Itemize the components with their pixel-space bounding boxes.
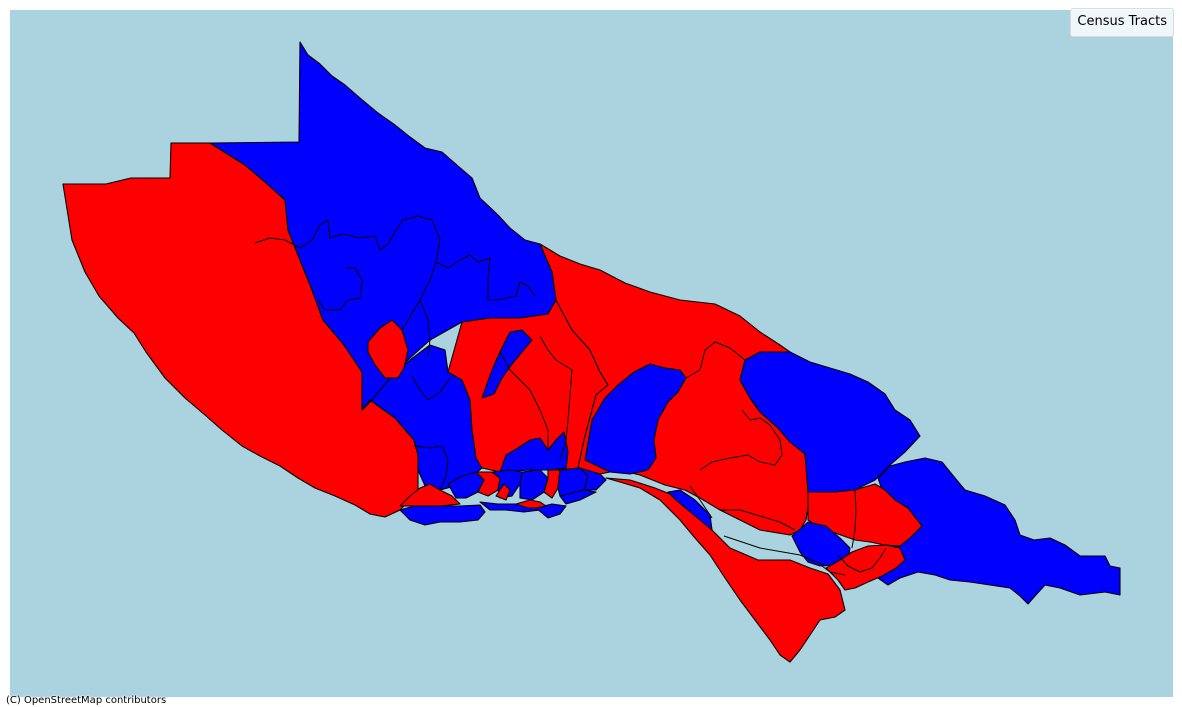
boundary-center-1 — [539, 335, 573, 461]
boundary-west-valley — [411, 375, 451, 401]
map-attribution: (C) OpenStreetMap contributors — [6, 695, 167, 706]
tract-urban-11[interactable] — [515, 499, 547, 509]
tract-urban-4[interactable] — [495, 483, 511, 501]
boundary-east-2 — [699, 409, 783, 471]
boundary-east-3 — [720, 509, 796, 531]
tract-interior-red-island[interactable] — [367, 319, 409, 379]
tract-east-hills-blue[interactable] — [739, 351, 921, 493]
boundary-north-1 — [254, 215, 441, 331]
boundary-east-5 — [837, 547, 887, 573]
boundary-east-6 — [821, 565, 846, 576]
boundary-east-4 — [851, 489, 857, 549]
tract-urban-10[interactable] — [535, 503, 567, 519]
boundary-coast-1 — [689, 485, 713, 519]
census-tract-map[interactable] — [10, 10, 1173, 697]
boundary-north-2 — [317, 267, 363, 311]
tract-east-central-blue[interactable] — [584, 363, 687, 475]
tract-urban-8[interactable] — [579, 467, 607, 491]
map-legend: Census Tracts — [1070, 8, 1174, 37]
tract-harbor-red[interactable] — [825, 544, 906, 591]
tract-west-beach-red[interactable] — [399, 483, 461, 507]
legend-title: Census Tracts — [1077, 14, 1167, 29]
boundary-west-valley-2 — [413, 445, 449, 491]
boundary-center-2 — [499, 351, 549, 450]
map-axes[interactable] — [10, 10, 1173, 697]
tract-urban-5[interactable] — [519, 469, 549, 501]
boundary-coast-2 — [723, 535, 827, 567]
tract-coast-blue-strip[interactable] — [667, 489, 713, 531]
boundary-north-3 — [435, 254, 536, 301]
tract-urban-12[interactable] — [559, 489, 597, 505]
boundary-north-4 — [419, 299, 431, 357]
boundary-east-1 — [685, 341, 746, 379]
